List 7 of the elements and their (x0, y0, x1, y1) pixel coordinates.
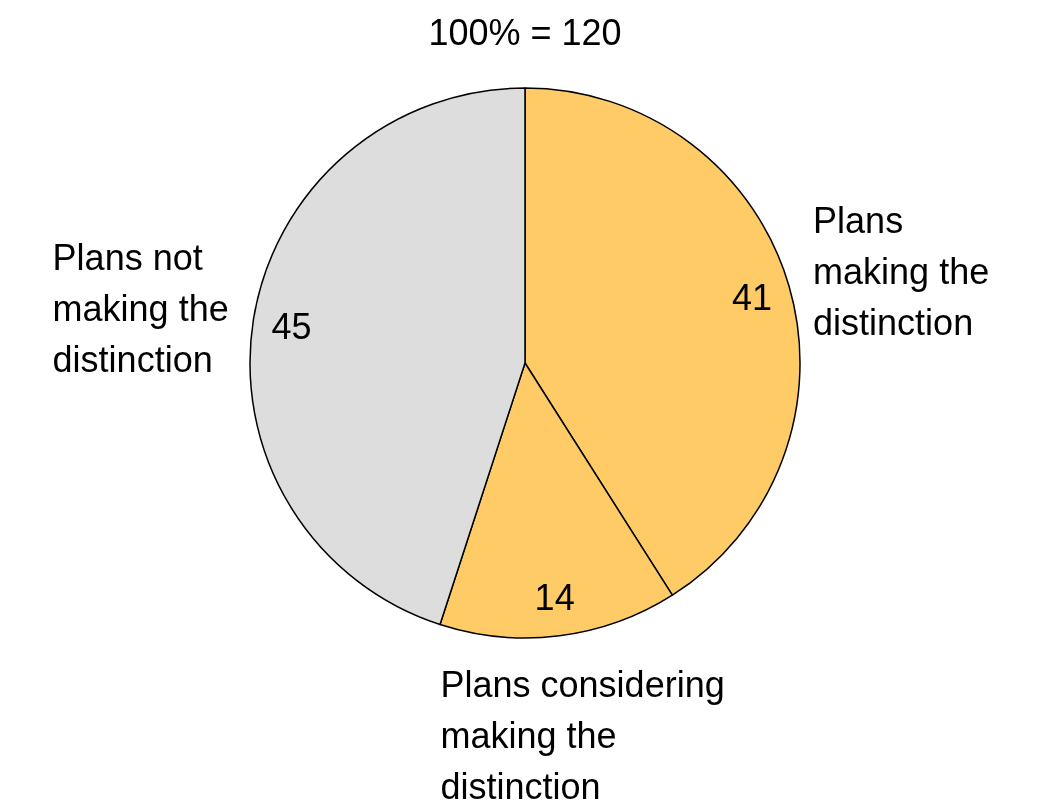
slice-label: Plans making the distinction (813, 200, 990, 344)
chart-title: 100% = 120 (428, 12, 622, 53)
data-label: 41 (732, 276, 773, 318)
slice-label: Plans considering making the distinction (440, 663, 725, 803)
data-label: 14 (534, 577, 575, 619)
data-label: 45 (271, 305, 312, 347)
slice-label: Plans not making the distinction (52, 237, 229, 381)
